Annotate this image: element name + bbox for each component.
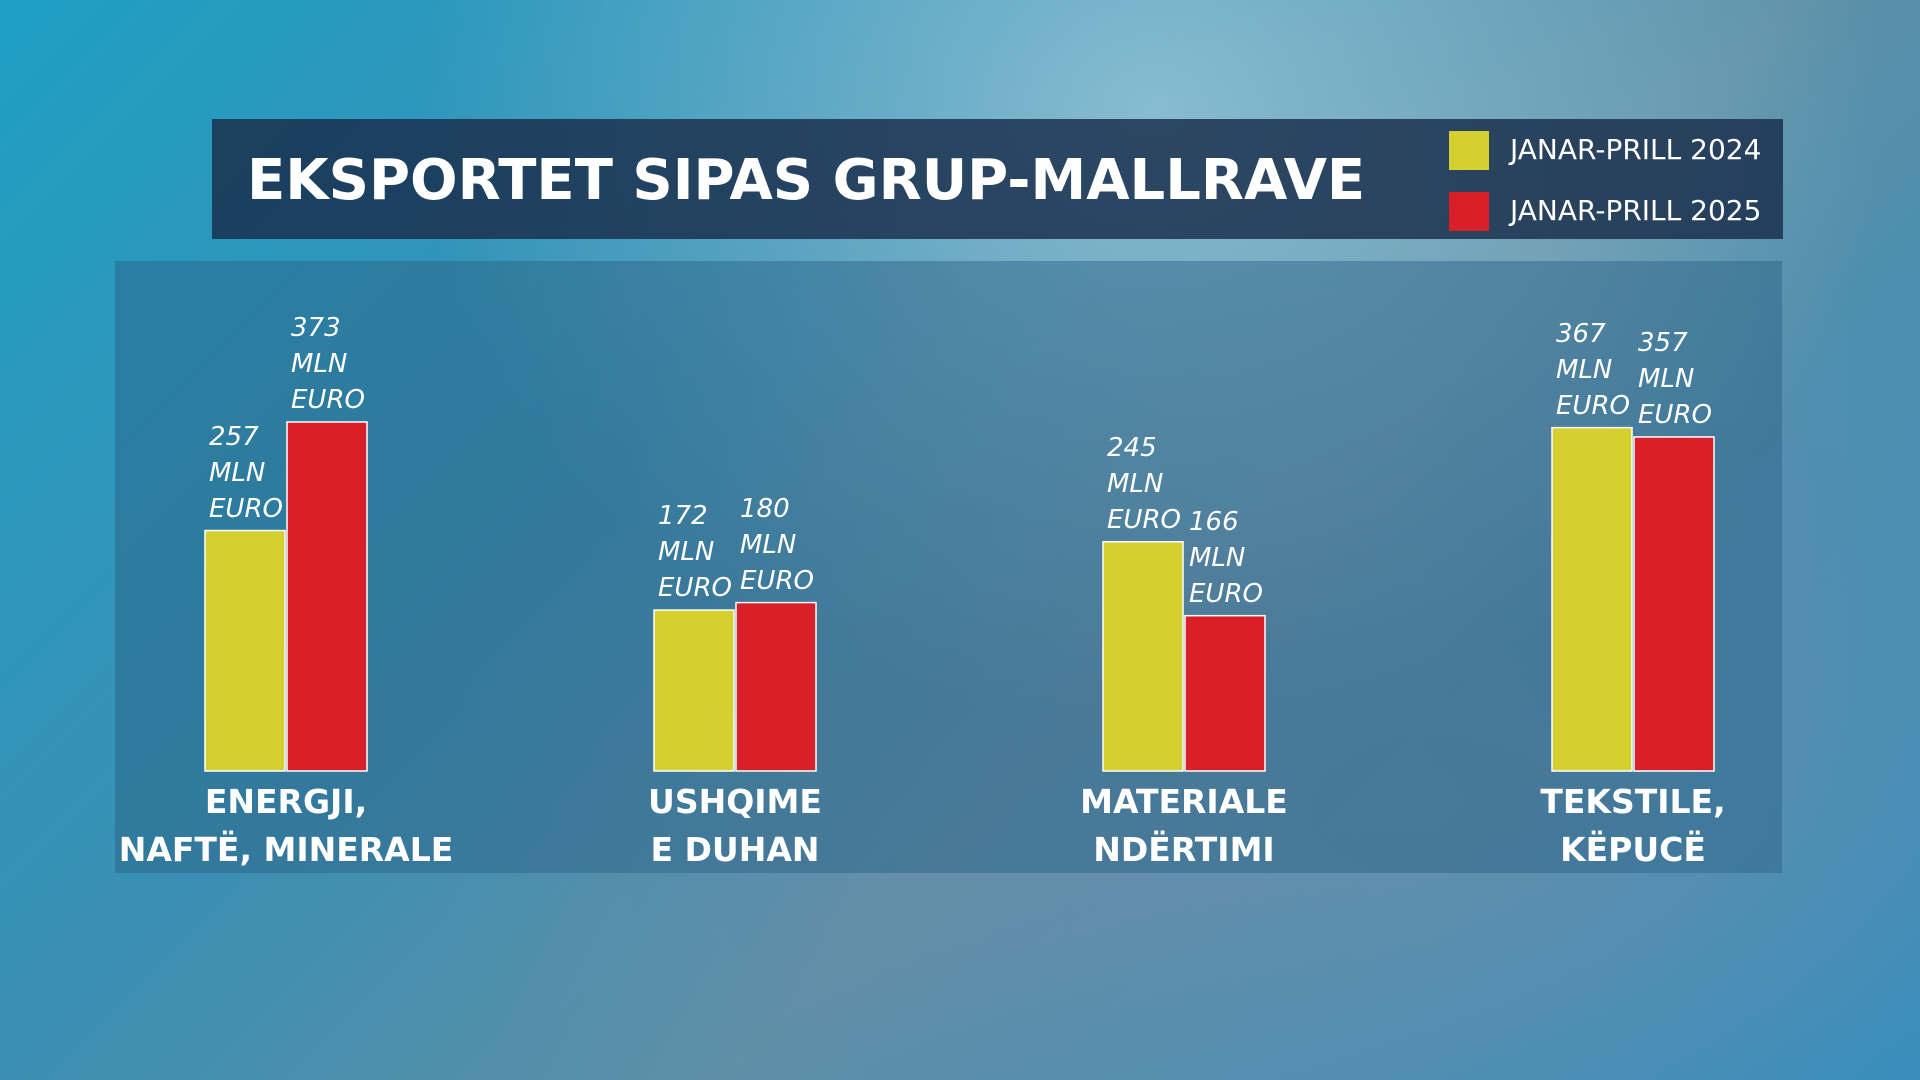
value-label: 245 MLN EURO (1107, 432, 1181, 535)
bar (204, 529, 286, 772)
bar (653, 609, 735, 772)
bar (1633, 436, 1715, 772)
legend-swatch (1449, 131, 1489, 170)
legend-label: JANAR-PRILL 2025 (1510, 194, 1762, 227)
value-label: 172 MLN EURO (658, 501, 732, 604)
bar (1551, 426, 1633, 772)
category-label: MATERIALE NDËRTIMI (1080, 782, 1288, 869)
value-label: 180 MLN EURO (740, 493, 814, 596)
bar (1184, 614, 1266, 772)
title-bar (212, 119, 1783, 239)
legend-label: JANAR-PRILL 2024 (1510, 133, 1762, 166)
legend-swatch (1449, 192, 1489, 231)
category-label: TEKSTILE, KËPUCË (1540, 782, 1726, 869)
chart-panel (115, 261, 1782, 873)
category-label: ENERGJI, NAFTË, MINERALE (118, 782, 454, 869)
value-label: 357 MLN EURO (1638, 327, 1712, 430)
bar (735, 601, 817, 772)
category-label: USHQIME E DUHAN (648, 782, 822, 869)
value-label: 257 MLN EURO (209, 421, 283, 524)
bar (286, 421, 368, 772)
bar (1102, 541, 1184, 772)
value-label: 166 MLN EURO (1189, 506, 1263, 609)
value-label: 367 MLN EURO (1556, 318, 1630, 421)
chart-title: EKSPORTET SIPAS GRUP-MALLRAVE (247, 148, 1366, 213)
value-label: 373 MLN EURO (291, 313, 365, 415)
